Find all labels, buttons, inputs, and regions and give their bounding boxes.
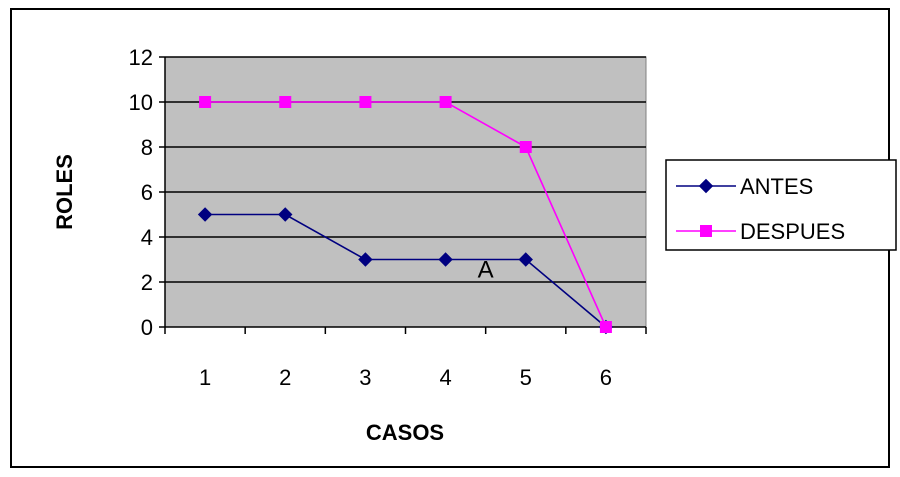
chart-annotation: A	[478, 257, 494, 284]
legend-label-despues: DESPUES	[740, 219, 845, 244]
legend-item-antes: ANTES	[676, 174, 813, 199]
data-point-despues	[519, 141, 532, 153]
data-point-despues	[599, 321, 612, 333]
x-tick-label: 2	[279, 365, 291, 390]
y-tick-label: 8	[141, 135, 153, 160]
data-point-despues	[359, 96, 372, 108]
legend-label-antes: ANTES	[740, 174, 813, 199]
y-tick-label: 2	[141, 270, 153, 295]
series-line-despues	[205, 101, 607, 328]
data-point-antes	[358, 252, 373, 267]
series-line-antes	[205, 213, 607, 328]
data-point-antes	[278, 207, 293, 222]
y-tick-label: 4	[141, 225, 153, 250]
legend-item-despues: DESPUES	[676, 219, 845, 244]
x-tick-label: 3	[359, 365, 371, 390]
x-tick-label: 5	[520, 365, 532, 390]
y-tick-label: 0	[141, 315, 153, 340]
data-point-despues	[199, 96, 212, 108]
x-tick-label: 6	[600, 365, 612, 390]
data-point-despues	[439, 96, 452, 108]
data-point-despues	[279, 96, 292, 108]
y-tick-label: 10	[129, 90, 153, 115]
y-tick-label: 6	[141, 180, 153, 205]
series	[197, 96, 614, 335]
legend-marker-despues	[700, 225, 712, 237]
x-tick-label: 4	[439, 365, 451, 390]
legend: ANTES DESPUES	[665, 159, 897, 251]
x-tick-label: 1	[199, 365, 211, 390]
y-tick-label: 12	[129, 45, 153, 70]
series-despues	[199, 96, 612, 333]
data-point-antes	[438, 252, 453, 267]
data-point-antes	[197, 207, 213, 222]
x-axis-title: CASOS	[366, 420, 444, 445]
legend-marker-antes	[698, 178, 714, 194]
axes	[159, 56, 647, 334]
data-point-antes	[518, 252, 533, 267]
y-axis-title: ROLES	[52, 154, 77, 230]
